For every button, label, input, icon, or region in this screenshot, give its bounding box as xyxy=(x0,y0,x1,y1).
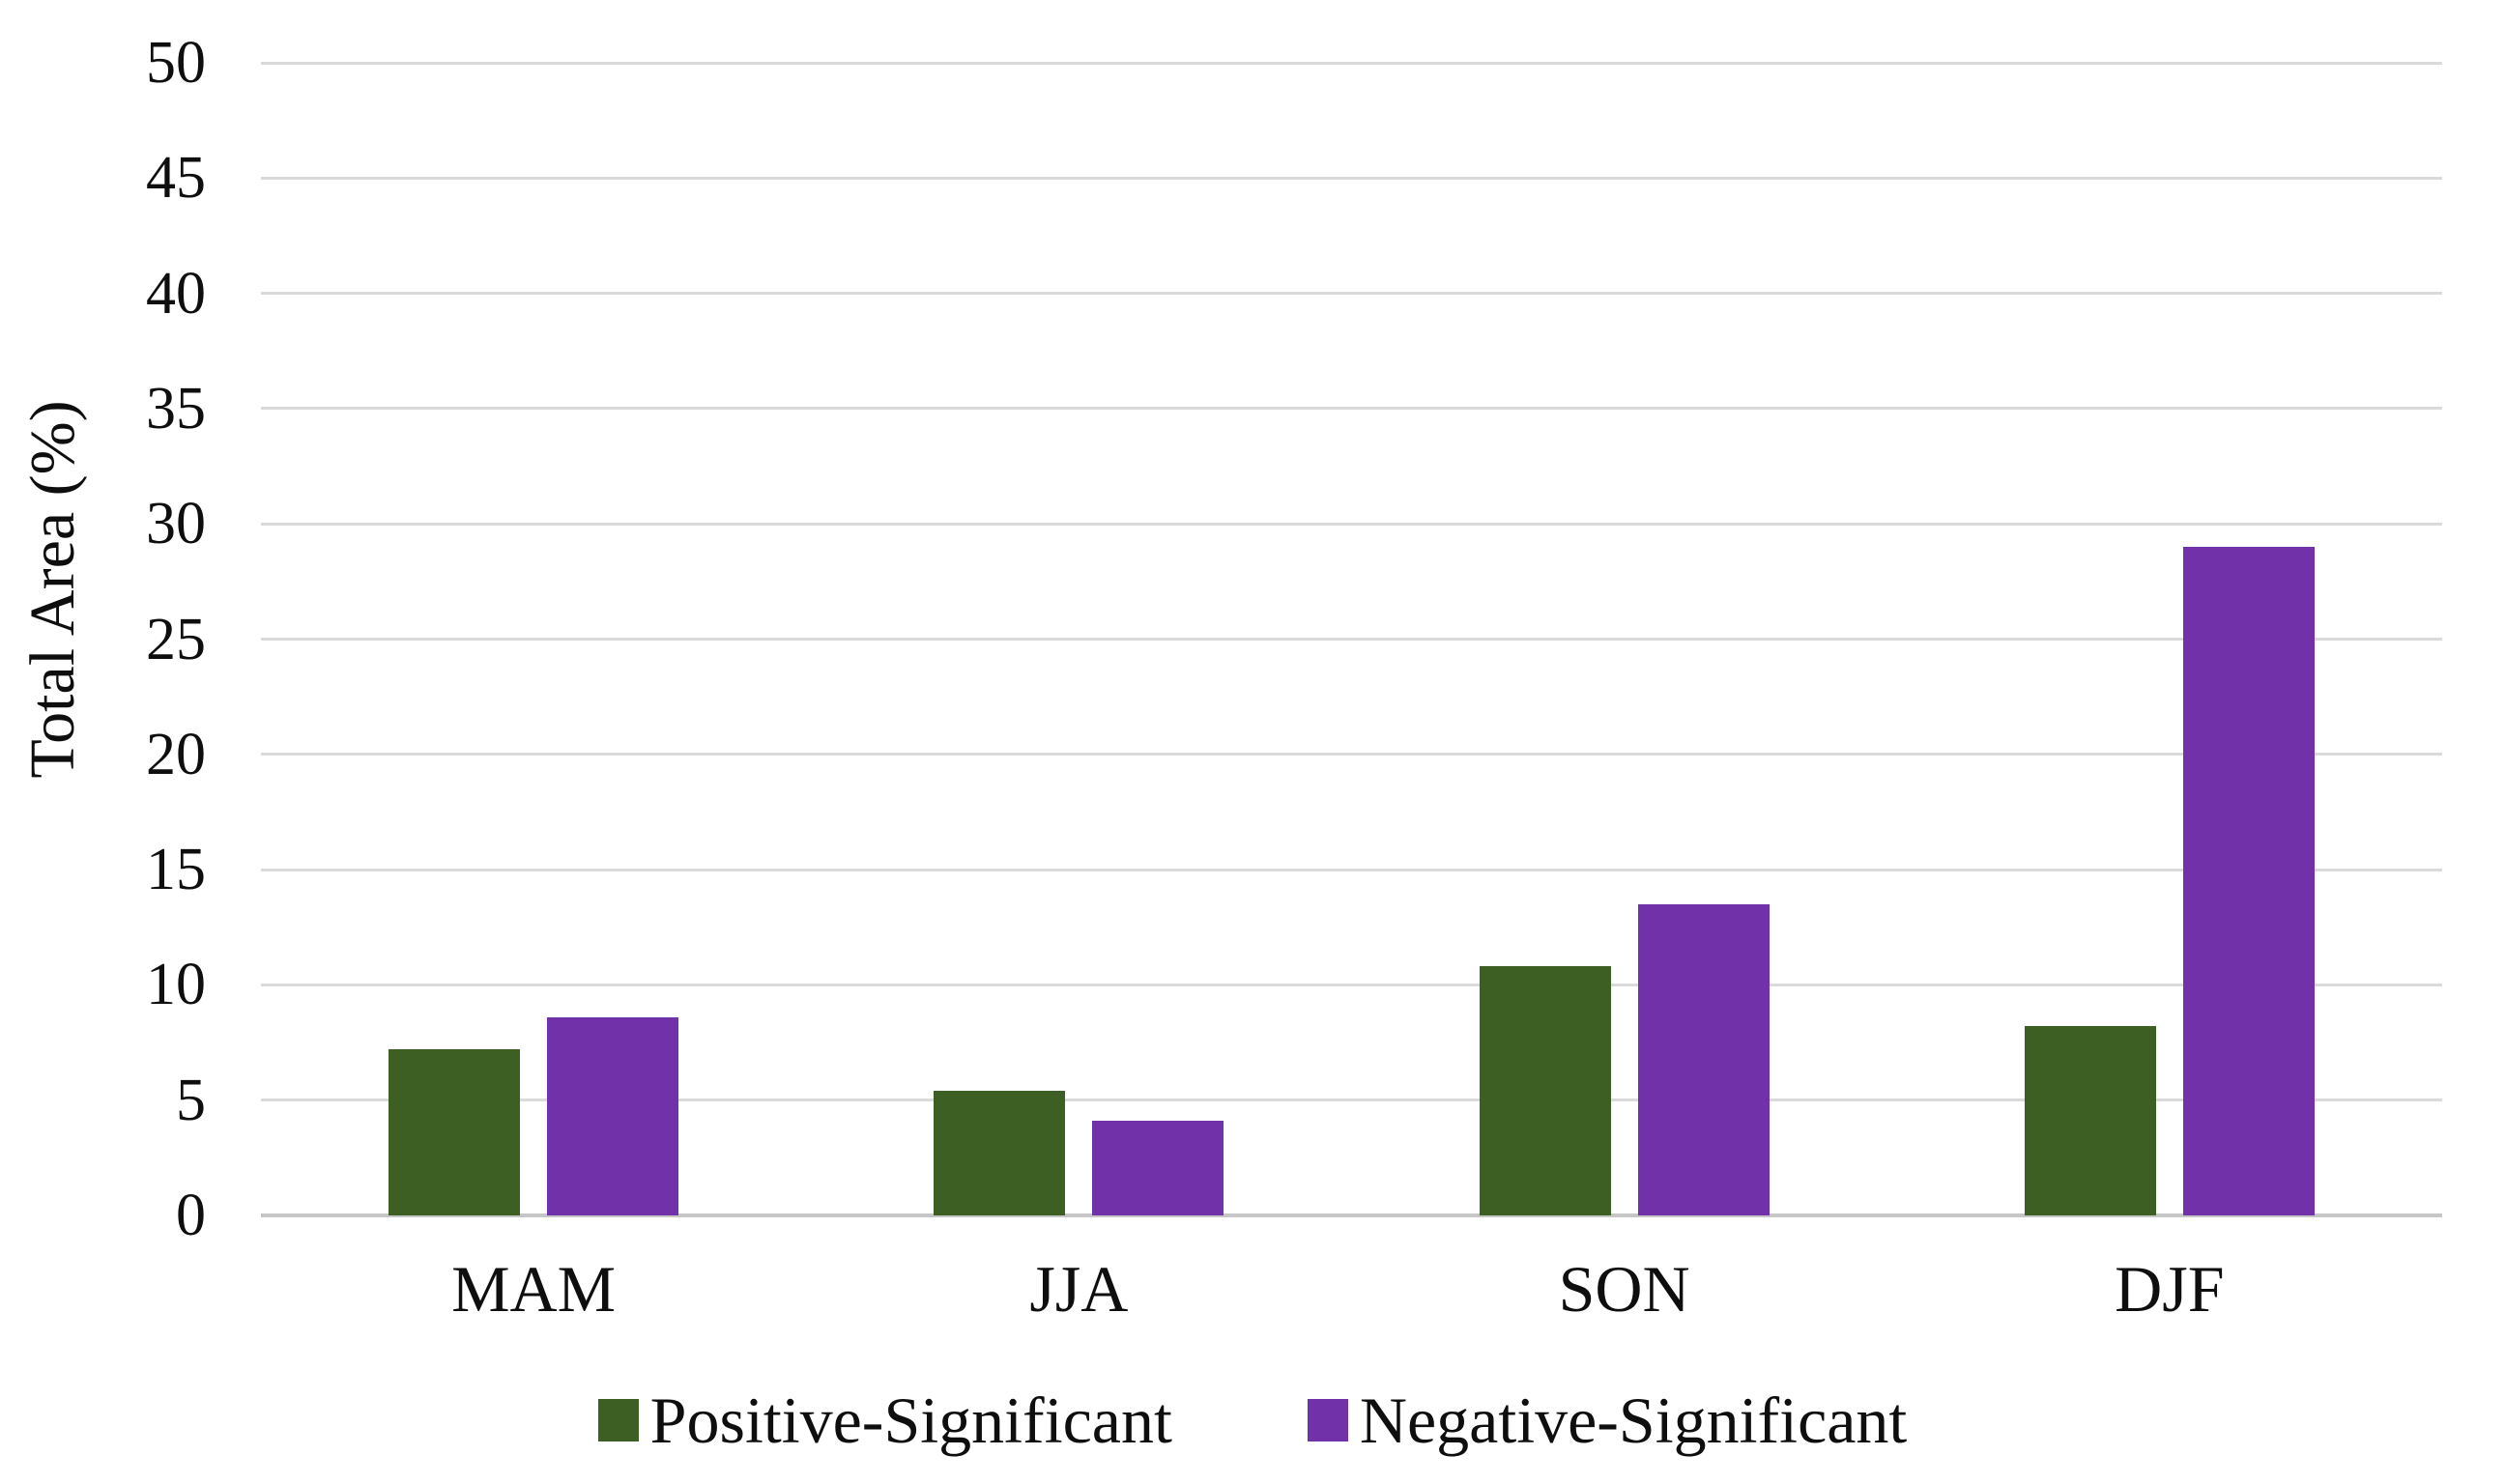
legend: Positive-Significant Negative-Significant xyxy=(0,1384,2505,1457)
x-category-label-jja: JJA xyxy=(1029,1252,1129,1326)
y-tick-label-30: 30 xyxy=(146,491,206,557)
bar-negative-significant-mam xyxy=(547,1017,678,1215)
x-category-label-djf: DJF xyxy=(2115,1252,2225,1326)
bar-negative-significant-jja xyxy=(1092,1121,1224,1215)
legend-swatch-positive-significant xyxy=(597,1399,639,1441)
y-tick-label-40: 40 xyxy=(146,260,206,327)
y-tick-label-35: 35 xyxy=(146,375,206,442)
bar-positive-significant-djf xyxy=(2025,1026,2156,1215)
y-tick-label-25: 25 xyxy=(146,606,206,672)
y-tick-label-0: 0 xyxy=(176,1183,206,1248)
gridline-30 xyxy=(261,522,2442,526)
bar-positive-significant-son xyxy=(1480,966,1611,1215)
bar-negative-significant-son xyxy=(1638,904,1770,1215)
gridline-25 xyxy=(261,638,2442,641)
legend-item-positive-significant: Positive-Significant xyxy=(597,1384,1172,1457)
y-tick-label-50: 50 xyxy=(146,30,206,96)
x-category-label-mam: MAM xyxy=(451,1252,617,1326)
x-axis-baseline xyxy=(261,1213,2442,1217)
bar-positive-significant-jja xyxy=(934,1091,1065,1215)
legend-label: Positive-Significant xyxy=(649,1384,1172,1457)
gridline-20 xyxy=(261,753,2442,756)
x-category-label-son: SON xyxy=(1558,1252,1690,1326)
y-tick-label-10: 10 xyxy=(146,952,206,1018)
gridline-45 xyxy=(261,176,2442,180)
gridline-35 xyxy=(261,407,2442,411)
gridline-10 xyxy=(261,983,2442,986)
gridline-40 xyxy=(261,292,2442,296)
gridline-15 xyxy=(261,868,2442,871)
legend-label: Negative-Significant xyxy=(1359,1384,1908,1457)
y-tick-label-20: 20 xyxy=(146,721,206,787)
gridline-50 xyxy=(261,61,2442,65)
legend-item-negative-significant: Negative-Significant xyxy=(1307,1384,1908,1457)
y-tick-label-45: 45 xyxy=(146,145,206,212)
y-tick-label-15: 15 xyxy=(146,837,206,903)
bar-positive-significant-mam xyxy=(389,1049,520,1215)
bar-negative-significant-djf xyxy=(2183,547,2315,1215)
y-tick-label-5: 5 xyxy=(176,1067,206,1133)
legend-swatch-negative-significant xyxy=(1307,1399,1348,1441)
gridline-5 xyxy=(261,1099,2442,1102)
